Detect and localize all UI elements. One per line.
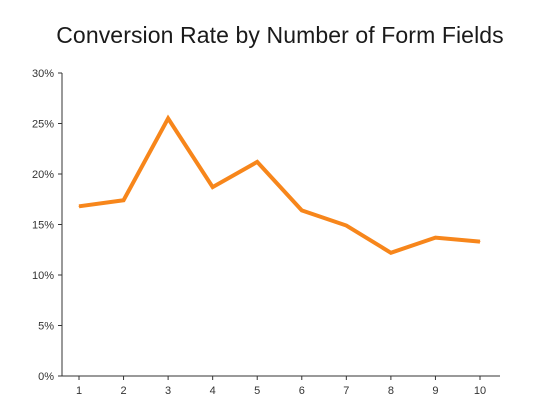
y-tick-label: 30%: [32, 68, 54, 80]
data-point: [479, 241, 481, 243]
y-tick-label: 20%: [32, 169, 54, 181]
chart-title: Conversion Rate by Number of Form Fields: [56, 22, 504, 48]
y-tick-label: 15%: [32, 220, 54, 232]
series-layer: [78, 114, 481, 255]
data-point: [256, 161, 258, 163]
x-tick-label: 3: [165, 385, 171, 397]
data-point: [212, 186, 214, 188]
data-point: [167, 117, 169, 119]
axes: [58, 72, 500, 380]
x-tick-label: 7: [343, 385, 349, 397]
data-point: [301, 209, 303, 211]
y-tick-label: 5%: [38, 321, 54, 333]
tick-labels: 0% 5% 10% 15% 20% 25% 30% 1 2 3 4 5 6 7 8 9 10: [32, 68, 486, 397]
y-tick-label: 0%: [38, 371, 54, 383]
x-tick-label: 9: [432, 385, 438, 397]
data-point: [345, 225, 347, 227]
x-tick-label: 8: [388, 385, 394, 397]
data-point: [78, 205, 80, 207]
x-tick-label: 10: [474, 385, 486, 397]
data-point: [390, 252, 392, 254]
x-tick-label: 2: [120, 385, 126, 397]
x-tick-label: 5: [254, 385, 260, 397]
y-tick-label: 25%: [32, 119, 54, 131]
y-tick-label: 10%: [32, 270, 54, 282]
x-tick-label: 1: [76, 385, 82, 397]
x-tick-label: 6: [299, 385, 305, 397]
series-line: [78, 114, 481, 255]
data-point: [123, 199, 125, 201]
data-point: [434, 237, 436, 239]
x-tick-label: 4: [210, 385, 216, 397]
